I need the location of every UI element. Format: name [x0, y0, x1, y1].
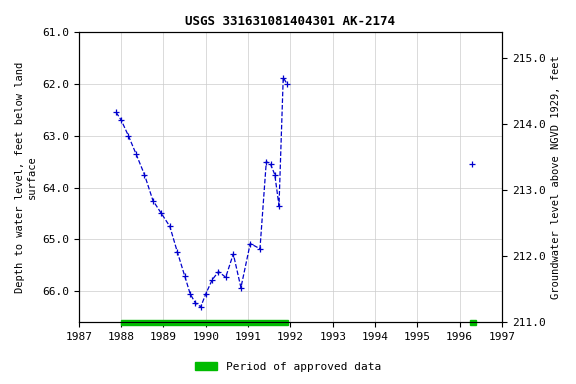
Y-axis label: Groundwater level above NGVD 1929, feet: Groundwater level above NGVD 1929, feet [551, 55, 561, 299]
Y-axis label: Depth to water level, feet below land
surface: Depth to water level, feet below land su… [15, 61, 37, 293]
Bar [121, 319, 289, 325]
Legend: Period of approved data: Period of approved data [191, 358, 385, 377]
Bar [470, 319, 476, 325]
Title: USGS 331631081404301 AK-2174: USGS 331631081404301 AK-2174 [185, 15, 396, 28]
